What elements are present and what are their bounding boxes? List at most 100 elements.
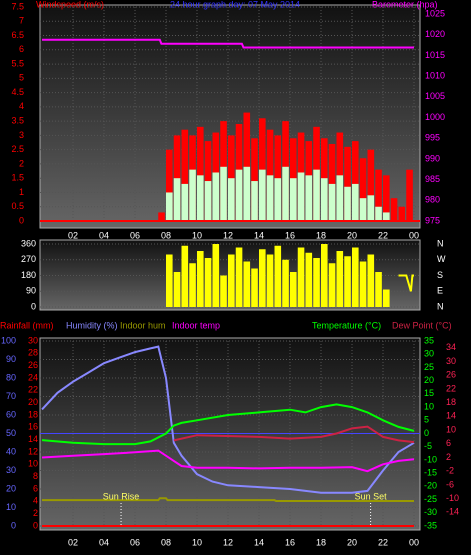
y2-tick-label: 1010: [425, 70, 445, 80]
legend-entry: Indoor hum: [120, 320, 166, 330]
bar: [197, 251, 204, 307]
bar: [383, 212, 390, 221]
bar: [328, 143, 336, 221]
y2-tick-label: 30: [424, 349, 434, 359]
bar: [367, 254, 375, 307]
x-tick-label: 08: [161, 230, 171, 240]
bar: [321, 178, 328, 221]
y2-tick-label: N: [437, 238, 444, 248]
bar: [375, 206, 382, 221]
bar: [375, 169, 382, 221]
y2-tick-label: 0: [424, 428, 429, 438]
y-tick-label: 2: [19, 158, 24, 168]
y2-tick-label: -5: [424, 441, 432, 451]
bar: [390, 198, 398, 221]
bar: [398, 206, 406, 221]
bar: [305, 252, 313, 307]
y-tick-label: 1.5: [11, 173, 24, 183]
y2-tick-label: 990: [425, 153, 440, 163]
bar: [181, 183, 189, 221]
y-tick-label: 4: [19, 101, 24, 111]
bar: [251, 181, 258, 221]
x-tick-label: 22: [378, 230, 388, 240]
y4-tick-label: -6: [446, 479, 454, 489]
y3-tick-label: 2: [33, 508, 38, 518]
line: [41, 403, 415, 446]
bar: [282, 166, 289, 221]
y2-tick-label: -20: [424, 481, 437, 491]
y4-tick-label: 2: [446, 452, 451, 462]
x-tick-label: 12: [223, 230, 233, 240]
y3-tick-label: 20: [28, 397, 38, 407]
line: [173, 425, 415, 444]
y-tick-label: 3.5: [11, 116, 24, 126]
y3-tick-label: 18: [28, 409, 38, 419]
legend-entry: Temperature (°C): [312, 320, 381, 330]
y3-tick-label: 10: [28, 459, 38, 469]
x-tick-label: 06: [130, 537, 140, 547]
y2-tick-label: 975: [425, 215, 440, 225]
y2-tick-label: 1000: [425, 112, 445, 122]
legend-entry: Humidity (%): [66, 320, 118, 330]
y-tick-label: 30: [6, 465, 16, 475]
y2-tick-label: N: [437, 301, 444, 311]
y2-tick-label: 1025: [425, 8, 445, 18]
bar: [243, 166, 251, 221]
bar: [290, 178, 297, 221]
bar: [383, 175, 390, 221]
y3-tick-label: 4: [33, 496, 38, 506]
bar: [328, 263, 336, 307]
x-tick-label: 16: [285, 537, 295, 547]
y4-tick-label: 22: [446, 383, 456, 393]
legend-entry: Indoor temp: [172, 320, 220, 330]
bar: [367, 149, 375, 221]
line: [398, 274, 414, 292]
bar: [235, 247, 243, 307]
bar: [328, 183, 336, 221]
bar: [274, 245, 282, 307]
y3-tick-label: 14: [28, 434, 38, 444]
y-tick-label: 40: [6, 446, 16, 456]
bar: [173, 178, 181, 221]
y2-tick-label: 980: [425, 195, 440, 205]
bar: [173, 272, 181, 307]
y-tick-label: 7: [19, 16, 24, 26]
x-tick-label: 02: [68, 537, 78, 547]
y2-tick-label: 10: [424, 401, 434, 411]
x-tick-label: 14: [254, 537, 264, 547]
y2-tick-label: W: [437, 254, 446, 264]
y3-tick-label: 16: [28, 422, 38, 432]
y2-tick-label: 1020: [425, 29, 445, 39]
y-tick-label: 3: [19, 130, 24, 140]
y3-tick-label: 26: [28, 360, 38, 370]
bar: [359, 261, 367, 307]
line: [42, 497, 414, 502]
y-tick-label: 10: [6, 502, 16, 512]
y-tick-label: 20: [6, 483, 16, 493]
y3-tick-label: 0: [33, 520, 38, 530]
bar: [212, 244, 220, 307]
bar: [158, 212, 165, 221]
y2-tick-label: E: [437, 286, 443, 296]
x-tick-label: 10: [192, 230, 202, 240]
x-tick-label: 04: [99, 230, 109, 240]
y-tick-label: 4.5: [11, 87, 24, 97]
y3-tick-label: 8: [33, 471, 38, 481]
y-tick-label: 1: [19, 187, 24, 197]
y-tick-label: 50: [6, 428, 16, 438]
bar: [344, 256, 351, 307]
y2-tick-label: -30: [424, 507, 437, 517]
x-tick-label: 20: [347, 537, 357, 547]
bar: [259, 169, 266, 221]
y3-tick-label: 30: [28, 335, 38, 345]
y4-tick-label: -14: [446, 507, 459, 517]
y4-tick-label: -10: [446, 493, 459, 503]
y4-tick-label: 14: [446, 411, 456, 421]
y-tick-label: 60: [6, 409, 16, 419]
y3-tick-label: 28: [28, 348, 38, 358]
bar: [266, 175, 274, 221]
y-tick-label: 270: [21, 254, 36, 264]
y-tick-label: 0.5: [11, 201, 24, 211]
x-tick-label: 18: [316, 537, 326, 547]
bar: [352, 183, 359, 221]
